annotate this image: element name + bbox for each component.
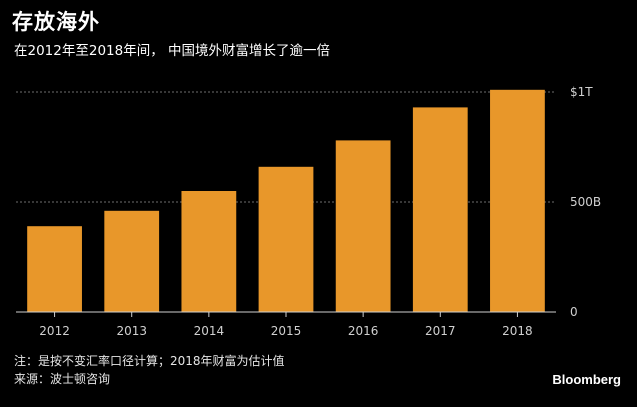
x-tick-label: 2015 — [271, 324, 302, 338]
y-tick-label: 500B — [570, 195, 601, 209]
x-tick-label: 2012 — [39, 324, 70, 338]
bar-2013 — [104, 210, 160, 312]
footnote-source: 来源：波士顿咨询 — [14, 372, 111, 386]
axis-layer: 0 500B $1T 2012 2013 2014 2015 2016 2017 2018 — [16, 85, 601, 338]
y-tick-label: 0 — [570, 305, 578, 319]
y-tick-label: $1T — [570, 85, 593, 99]
chart-subtitle: 在2012年至2018年间， 中国境外财富增长了逾一倍 — [14, 43, 331, 59]
bar-2018 — [490, 89, 545, 312]
bar-2014 — [181, 191, 237, 312]
footnote-note: 注：是按不变汇率口径计算；2018年财富为估计值 — [14, 354, 285, 368]
x-tick-label: 2016 — [348, 324, 379, 338]
bar-2015 — [258, 166, 314, 312]
bar-2016 — [335, 140, 391, 312]
x-tick-label: 2014 — [194, 324, 225, 338]
chart-title: 存放海外 — [12, 10, 100, 34]
bar-2012 — [27, 226, 82, 312]
bar-2017 — [412, 107, 468, 313]
x-tick-label: 2017 — [425, 324, 456, 338]
x-tick-label: 2018 — [502, 324, 533, 338]
bloomberg-logo: Bloomberg — [552, 372, 621, 387]
x-tick-label: 2013 — [116, 324, 147, 338]
bar-layer — [27, 89, 545, 313]
